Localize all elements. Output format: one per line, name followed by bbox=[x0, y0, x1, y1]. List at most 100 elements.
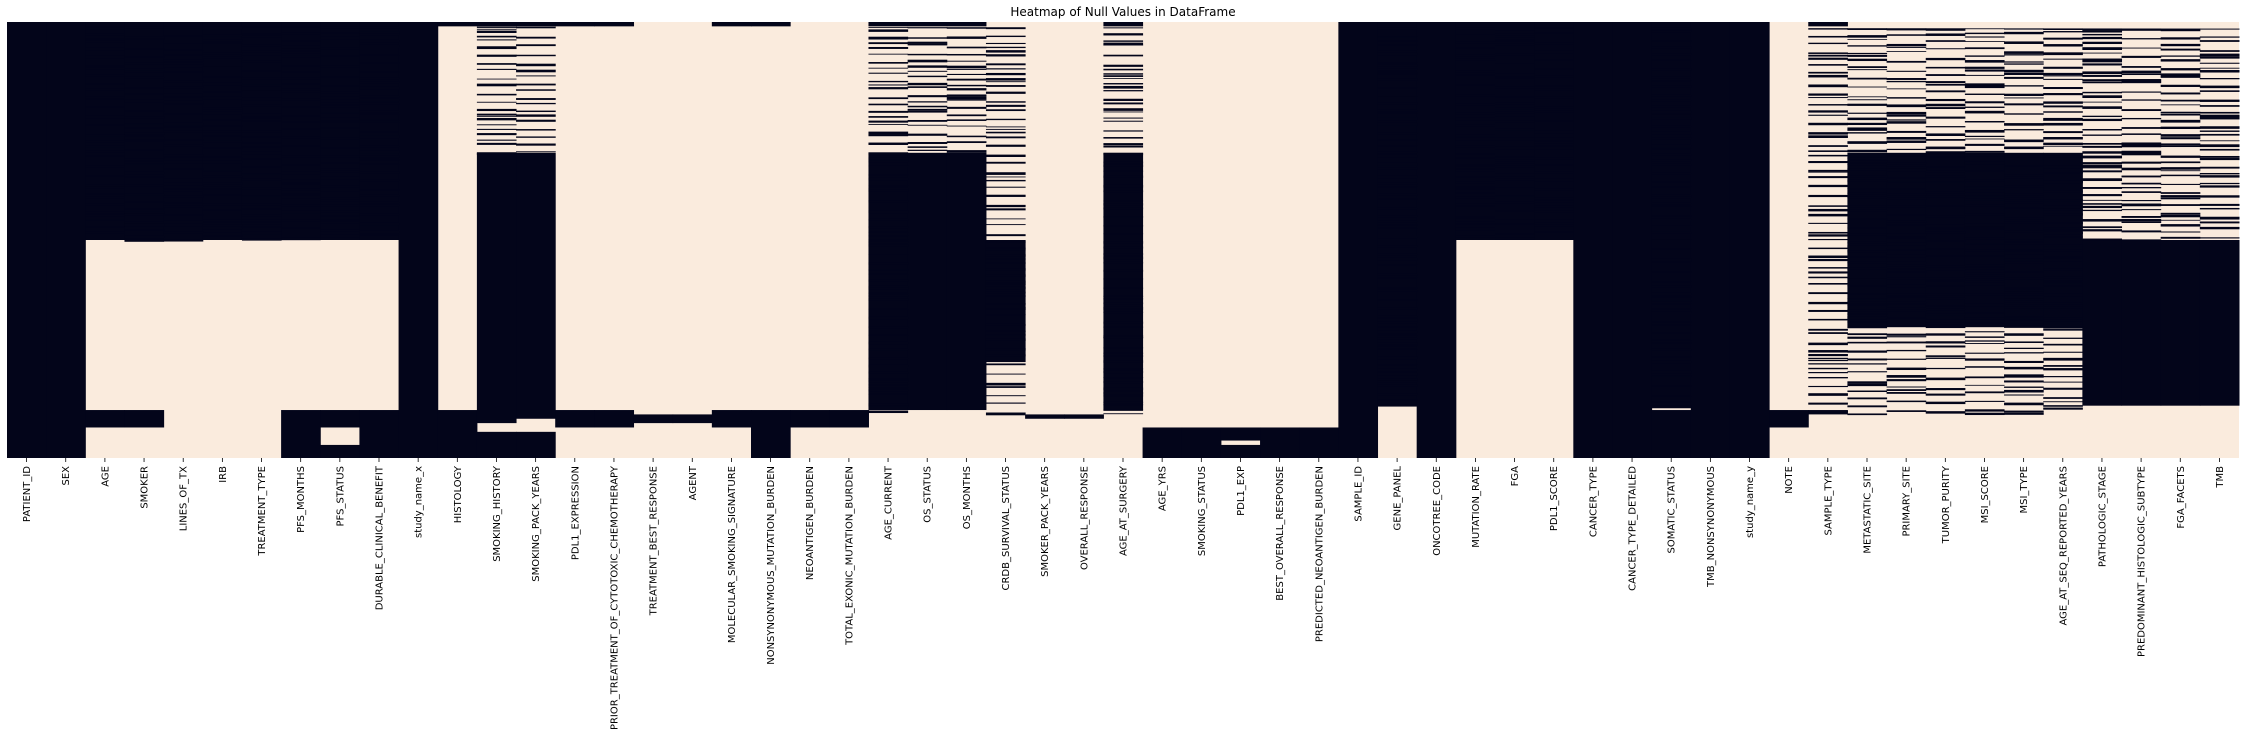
null-stripe-MUTATION_RATE bbox=[1455, 34, 1496, 36]
null-stripe-AGE_CURRENT bbox=[868, 273, 909, 275]
null-stripe-SMOKER bbox=[124, 134, 165, 136]
null-stripe-PREDOMINANT_HISTOLOGIC_SUBTYPE bbox=[2121, 127, 2162, 129]
null-stripe-FGA bbox=[1495, 173, 1535, 177]
x-tick-label-NONSYNONYMOUS_MUTATION_BURDEN: NONSYNONYMOUS_MUTATION_BURDEN bbox=[766, 466, 777, 665]
null-stripe-SMOKING_PACK_YEARS bbox=[516, 102, 556, 105]
null-stripe-DURABLE_CLINICAL_BENEFIT bbox=[359, 135, 400, 139]
null-stripe-AGE_AT_SEQ_REPORTED_YEARS bbox=[2043, 165, 2083, 169]
null-stripe-CRDB_SURVIVAL_STATUS bbox=[985, 144, 1026, 147]
null-cell-DURABLE_CLINICAL_BENEFIT-1 bbox=[359, 410, 400, 458]
null-stripe-METASTATIC_SITE bbox=[1847, 160, 1888, 163]
null-stripe-AGE_AT_SEQ_REPORTED_YEARS bbox=[2043, 44, 2083, 47]
null-stripe-MSI_SCORE bbox=[1964, 255, 2005, 257]
null-stripe-MSI_TYPE bbox=[2004, 320, 2044, 324]
null-stripe-TMB bbox=[2199, 172, 2240, 175]
x-tick-label-PDL1_SCORE: PDL1_SCORE bbox=[1549, 466, 1560, 531]
null-stripe-IRB bbox=[202, 26, 243, 30]
null-stripe-METASTATIC_SITE bbox=[1847, 333, 1888, 336]
null-stripe-FGA_FACETS bbox=[2160, 104, 2201, 106]
null-stripe-TREATMENT_TYPE bbox=[241, 158, 282, 160]
null-stripe-PRIMARY_SITE bbox=[1886, 277, 1927, 280]
null-stripe-SAMPLE_TYPE bbox=[1808, 208, 1848, 212]
null-stripe-PATHOLOGIC_STAGE bbox=[2082, 71, 2123, 75]
null-stripe-AGE bbox=[85, 134, 125, 137]
null-stripe-TUMOR_PURITY bbox=[1925, 74, 1966, 76]
null-stripe-GENE_PANEL bbox=[1377, 236, 1418, 239]
null-cell-SMOKING_HISTORY-1 bbox=[476, 152, 517, 424]
null-stripe-DURABLE_CLINICAL_BENEFIT bbox=[359, 39, 400, 43]
null-stripe-AGE_CURRENT bbox=[868, 218, 909, 221]
null-stripe-PFS_MONTHS bbox=[281, 183, 321, 185]
null-stripe-AGE_CURRENT bbox=[868, 334, 909, 336]
null-cell-NEOANTIGEN_BURDEN-0 bbox=[790, 410, 830, 428]
x-tick-label-SAMPLE_ID: SAMPLE_ID bbox=[1353, 466, 1364, 522]
null-stripe-AGE_AT_SEQ_REPORTED_YEARS bbox=[2043, 268, 2083, 271]
null-stripe-PDL1_SCORE bbox=[1534, 88, 1574, 91]
null-stripe-FGA bbox=[1495, 178, 1535, 181]
null-stripe-MSI_SCORE bbox=[1964, 223, 2005, 227]
null-stripe-AGE_CURRENT bbox=[868, 316, 909, 320]
x-tick-label-OVERALL_RESPONSE: OVERALL_RESPONSE bbox=[1079, 466, 1090, 570]
null-stripe-CRDB_SURVIVAL_STATUS bbox=[985, 241, 1026, 243]
null-stripe-PATHOLOGIC_STAGE bbox=[2082, 58, 2123, 62]
null-stripe-AGE_CURRENT bbox=[868, 67, 909, 69]
null-stripe-PRIMARY_SITE bbox=[1886, 205, 1927, 208]
null-stripe-MUTATION_RATE bbox=[1455, 56, 1496, 59]
null-stripe-OS_STATUS bbox=[907, 59, 948, 63]
null-stripe-MSI_TYPE bbox=[2004, 380, 2044, 383]
null-stripe-PREDOMINANT_HISTOLOGIC_SUBTYPE bbox=[2121, 109, 2162, 112]
null-stripe-PFS_STATUS bbox=[320, 219, 360, 221]
null-stripe-TUMOR_PURITY bbox=[1925, 411, 1966, 414]
null-stripe-MUTATION_RATE bbox=[1455, 192, 1496, 194]
null-stripe-METASTATIC_SITE bbox=[1847, 363, 1888, 365]
null-stripe-CRDB_SURVIVAL_STATUS bbox=[985, 314, 1026, 316]
null-stripe-MUTATION_RATE bbox=[1455, 169, 1496, 172]
null-stripe-MSI_TYPE bbox=[2004, 341, 2044, 343]
null-stripe-SAMPLE_TYPE bbox=[1808, 328, 1848, 331]
null-stripe-PFS_MONTHS bbox=[281, 210, 321, 214]
null-stripe-MSI_TYPE bbox=[2004, 139, 2044, 143]
null-stripe-AGE_CURRENT bbox=[868, 62, 909, 64]
null-stripe-DURABLE_CLINICAL_BENEFIT bbox=[359, 155, 400, 158]
x-tick-label-AGE_CURRENT: AGE_CURRENT bbox=[884, 465, 895, 540]
null-cell-AGE-1 bbox=[85, 410, 125, 428]
null-stripe-SAMPLE_TYPE bbox=[1808, 271, 1848, 274]
null-stripe-SOMATIC_STATUS bbox=[1651, 205, 1692, 207]
null-stripe-SMOKER bbox=[124, 123, 165, 125]
null-stripe-TUMOR_PURITY bbox=[1925, 98, 1966, 102]
null-stripe-SAMPLE_TYPE bbox=[1808, 135, 1848, 138]
null-stripe-PFS_MONTHS bbox=[281, 88, 321, 91]
x-tick-label-study_name_x: study_name_x bbox=[414, 466, 425, 538]
x-tick-label-MOLECULAR_SMOKING_SIGNATURE: MOLECULAR_SMOKING_SIGNATURE bbox=[727, 466, 738, 643]
null-stripe-AGE_CURRENT bbox=[868, 380, 909, 383]
null-stripe-AGE bbox=[85, 40, 125, 43]
null-stripe-MSI_SCORE bbox=[1964, 110, 2005, 114]
null-stripe-AGE bbox=[85, 150, 125, 153]
null-cell-study_name_x-0 bbox=[398, 22, 439, 458]
null-cell-PFS_MONTHS-0 bbox=[281, 22, 321, 240]
x-tick-label-SMOKING_PACK_YEARS: SMOKING_PACK_YEARS bbox=[531, 466, 542, 582]
null-cell-HISTOLOGY-0 bbox=[437, 22, 478, 27]
null-stripe-SMOKER bbox=[124, 201, 165, 203]
null-stripe-OS_MONTHS bbox=[946, 119, 987, 121]
null-stripe-TUMOR_PURITY bbox=[1925, 248, 1966, 250]
null-stripe-GENE_PANEL bbox=[1377, 44, 1418, 46]
null-stripe-SOMATIC_STATUS bbox=[1651, 303, 1692, 305]
null-stripe-TREATMENT_TYPE bbox=[241, 173, 282, 175]
null-stripe-PRIMARY_SITE bbox=[1886, 43, 1927, 47]
null-stripe-FGA_FACETS bbox=[2160, 119, 2201, 123]
null-stripe-METASTATIC_SITE bbox=[1847, 103, 1888, 106]
null-stripe-AGE_CURRENT bbox=[868, 53, 909, 55]
null-stripe-PRIMARY_SITE bbox=[1886, 188, 1927, 190]
null-stripe-AGE_AT_SEQ_REPORTED_YEARS bbox=[2043, 137, 2083, 140]
null-stripe-IRB bbox=[202, 52, 243, 55]
null-stripe-CRDB_SURVIVAL_STATUS bbox=[985, 308, 1026, 310]
null-stripe-AGE_AT_SEQ_REPORTED_YEARS bbox=[2043, 155, 2083, 158]
null-stripe-AGE_CURRENT bbox=[868, 157, 909, 160]
null-stripe-METASTATIC_SITE bbox=[1847, 175, 1888, 178]
null-stripe-OS_MONTHS bbox=[946, 96, 987, 100]
null-stripe-SMOKER bbox=[124, 239, 165, 242]
null-stripe-IRB bbox=[202, 186, 243, 189]
null-stripe-TREATMENT_TYPE bbox=[241, 203, 282, 206]
null-stripe-PRIMARY_SITE bbox=[1886, 386, 1927, 388]
